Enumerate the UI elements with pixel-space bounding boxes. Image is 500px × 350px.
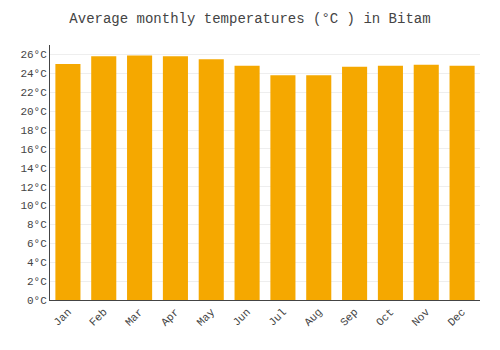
svg-text:10°C: 10°C (20, 200, 47, 212)
svg-text:Jan: Jan (51, 306, 73, 328)
svg-text:Jun: Jun (231, 306, 253, 328)
svg-text:Jul: Jul (266, 306, 288, 328)
svg-text:Sep: Sep (338, 306, 360, 328)
svg-text:26°C: 26°C (20, 49, 47, 61)
svg-text:12°C: 12°C (20, 182, 47, 194)
svg-text:Nov: Nov (410, 306, 433, 329)
svg-text:20°C: 20°C (20, 106, 47, 118)
svg-text:14°C: 14°C (20, 163, 47, 175)
svg-text:Oct: Oct (374, 306, 396, 328)
svg-text:0°C: 0°C (27, 295, 47, 307)
svg-text:2°C: 2°C (27, 276, 47, 288)
svg-text:Mar: Mar (123, 306, 145, 328)
svg-text:16°C: 16°C (20, 144, 47, 156)
svg-text:Average monthly temperatures (: Average monthly temperatures (°C ) in Bi… (69, 11, 430, 27)
svg-text:Dec: Dec (446, 306, 468, 328)
svg-text:18°C: 18°C (20, 125, 47, 137)
svg-text:Aug: Aug (302, 306, 324, 328)
svg-text:Feb: Feb (87, 306, 109, 328)
svg-text:24°C: 24°C (20, 68, 47, 80)
svg-text:22°C: 22°C (20, 87, 47, 99)
svg-text:May: May (195, 306, 218, 329)
svg-text:6°C: 6°C (27, 238, 47, 250)
svg-text:Apr: Apr (159, 306, 181, 328)
svg-text:4°C: 4°C (27, 257, 47, 269)
svg-text:8°C: 8°C (27, 219, 47, 231)
